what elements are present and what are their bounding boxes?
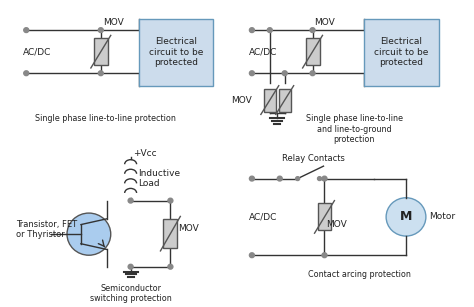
Text: Single phase line-to-line
and line-to-ground
protection: Single phase line-to-line and line-to-gr… <box>306 115 403 144</box>
Polygon shape <box>264 88 276 111</box>
Circle shape <box>168 264 173 269</box>
Text: AC/DC: AC/DC <box>249 47 277 56</box>
Circle shape <box>98 28 103 33</box>
Circle shape <box>249 253 255 258</box>
Circle shape <box>386 198 426 236</box>
Circle shape <box>249 176 255 181</box>
Text: Single phase line-to-line protection: Single phase line-to-line protection <box>36 115 176 123</box>
Polygon shape <box>279 88 291 111</box>
Text: Semiconductor
switching protection: Semiconductor switching protection <box>90 284 172 303</box>
Text: MOV: MOV <box>178 224 199 233</box>
Text: Relay Contacts: Relay Contacts <box>282 154 345 163</box>
Text: Electrical
circuit to be
protected: Electrical circuit to be protected <box>374 37 428 67</box>
Polygon shape <box>306 38 319 65</box>
Circle shape <box>322 253 327 258</box>
Text: M: M <box>400 210 412 223</box>
Text: AC/DC: AC/DC <box>23 47 52 56</box>
Polygon shape <box>164 219 177 248</box>
Circle shape <box>249 71 255 76</box>
Text: +Vcc: +Vcc <box>133 149 156 157</box>
Polygon shape <box>94 38 108 65</box>
Circle shape <box>128 198 133 203</box>
Text: Electrical
circuit to be
protected: Electrical circuit to be protected <box>149 37 203 67</box>
Circle shape <box>168 198 173 203</box>
FancyBboxPatch shape <box>364 19 439 86</box>
Polygon shape <box>318 204 331 230</box>
Circle shape <box>67 213 111 255</box>
Circle shape <box>24 71 29 76</box>
Circle shape <box>277 176 282 181</box>
Text: MOV: MOV <box>315 18 335 27</box>
Circle shape <box>98 71 103 76</box>
Text: MOV: MOV <box>231 95 252 105</box>
Text: MOV: MOV <box>103 18 124 27</box>
Text: Motor: Motor <box>429 212 455 221</box>
Text: Transistor, FET
or Thyristor: Transistor, FET or Thyristor <box>16 220 77 239</box>
Circle shape <box>24 28 29 33</box>
Text: Contact arcing protection: Contact arcing protection <box>308 270 410 278</box>
Text: AC/DC: AC/DC <box>249 212 277 221</box>
Text: Inductive
Load: Inductive Load <box>138 169 181 188</box>
Circle shape <box>310 71 315 76</box>
Circle shape <box>249 28 255 33</box>
Circle shape <box>322 176 327 181</box>
Circle shape <box>128 264 133 269</box>
Circle shape <box>296 177 300 181</box>
Text: MOV: MOV <box>327 220 347 229</box>
Circle shape <box>267 28 272 33</box>
Circle shape <box>282 71 287 76</box>
Circle shape <box>310 28 315 33</box>
Circle shape <box>318 177 321 181</box>
FancyBboxPatch shape <box>138 19 213 86</box>
